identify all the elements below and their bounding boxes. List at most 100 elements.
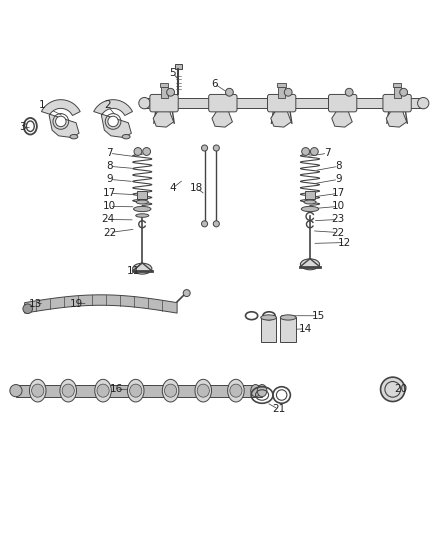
Circle shape	[225, 88, 233, 96]
Ellipse shape	[70, 134, 78, 139]
Bar	[261, 318, 277, 342]
Polygon shape	[153, 110, 173, 127]
Text: 8: 8	[335, 161, 342, 171]
FancyBboxPatch shape	[329, 94, 357, 112]
Ellipse shape	[162, 379, 179, 402]
Bar	[281, 318, 296, 342]
Circle shape	[55, 116, 66, 127]
Text: 6: 6	[211, 78, 218, 88]
Ellipse shape	[300, 259, 319, 270]
Ellipse shape	[60, 379, 76, 402]
Ellipse shape	[228, 379, 244, 402]
Circle shape	[183, 289, 190, 296]
Text: 8: 8	[106, 161, 113, 171]
Text: 1: 1	[39, 100, 45, 110]
FancyBboxPatch shape	[209, 94, 237, 112]
FancyBboxPatch shape	[383, 94, 411, 112]
Polygon shape	[212, 110, 232, 127]
Ellipse shape	[257, 384, 267, 397]
Polygon shape	[332, 110, 352, 127]
Circle shape	[310, 148, 318, 156]
Text: 15: 15	[312, 311, 325, 321]
Text: 17: 17	[103, 188, 116, 198]
Polygon shape	[24, 295, 177, 313]
Text: 21: 21	[272, 405, 285, 414]
Polygon shape	[386, 110, 407, 127]
Polygon shape	[42, 100, 80, 138]
Text: 10: 10	[332, 201, 345, 212]
Text: 20: 20	[394, 384, 407, 394]
Ellipse shape	[95, 379, 111, 402]
Bar	[160, 87, 167, 99]
Text: 5: 5	[170, 68, 176, 78]
Text: 9: 9	[106, 174, 113, 184]
Polygon shape	[271, 110, 291, 127]
Ellipse shape	[130, 384, 142, 397]
Circle shape	[213, 221, 219, 227]
Ellipse shape	[195, 379, 212, 402]
Bar	[394, 87, 401, 99]
Text: 22: 22	[103, 228, 116, 238]
Circle shape	[201, 145, 208, 151]
Bar	[145, 99, 423, 108]
Ellipse shape	[29, 379, 46, 402]
Bar	[393, 83, 402, 87]
Bar	[278, 87, 285, 99]
Text: 18: 18	[190, 183, 203, 193]
Circle shape	[143, 148, 150, 156]
Bar	[160, 83, 168, 87]
Ellipse shape	[251, 384, 260, 397]
Circle shape	[381, 377, 405, 401]
Bar	[16, 384, 262, 397]
Circle shape	[213, 145, 219, 151]
Circle shape	[345, 88, 353, 96]
Text: 22: 22	[332, 228, 345, 238]
Ellipse shape	[134, 206, 151, 212]
FancyBboxPatch shape	[267, 94, 296, 112]
Text: 9: 9	[335, 174, 342, 184]
Circle shape	[400, 88, 408, 96]
Text: 23: 23	[332, 214, 345, 224]
Circle shape	[201, 221, 208, 227]
Text: 19: 19	[70, 298, 83, 309]
Circle shape	[284, 88, 292, 96]
Ellipse shape	[301, 206, 319, 212]
Text: 7: 7	[106, 148, 113, 158]
Bar	[305, 191, 315, 199]
Ellipse shape	[281, 315, 296, 320]
Ellipse shape	[230, 384, 242, 397]
Bar	[174, 64, 182, 69]
Text: 2: 2	[104, 100, 111, 110]
Circle shape	[134, 148, 142, 156]
Circle shape	[108, 116, 118, 127]
Circle shape	[302, 148, 309, 156]
Ellipse shape	[31, 384, 44, 397]
Ellipse shape	[97, 384, 109, 397]
Circle shape	[10, 384, 22, 397]
Ellipse shape	[136, 214, 149, 217]
Ellipse shape	[136, 200, 149, 204]
Circle shape	[139, 98, 150, 109]
Circle shape	[23, 304, 32, 313]
Ellipse shape	[304, 200, 316, 204]
Text: 12: 12	[338, 238, 351, 247]
Text: 13: 13	[29, 298, 42, 309]
Circle shape	[166, 88, 174, 96]
Text: 24: 24	[101, 214, 114, 224]
Ellipse shape	[128, 379, 144, 402]
Text: 17: 17	[332, 188, 345, 198]
Text: 11: 11	[127, 266, 140, 276]
Bar	[138, 191, 147, 199]
Ellipse shape	[62, 384, 74, 397]
Ellipse shape	[133, 263, 152, 274]
Ellipse shape	[197, 384, 209, 397]
Text: 14: 14	[299, 324, 312, 334]
Text: 7: 7	[324, 148, 331, 158]
Polygon shape	[94, 100, 132, 138]
Circle shape	[418, 98, 429, 109]
Ellipse shape	[122, 134, 130, 139]
Bar	[277, 83, 286, 87]
Text: 4: 4	[170, 183, 176, 193]
Text: 3: 3	[19, 122, 26, 132]
FancyBboxPatch shape	[150, 94, 178, 112]
